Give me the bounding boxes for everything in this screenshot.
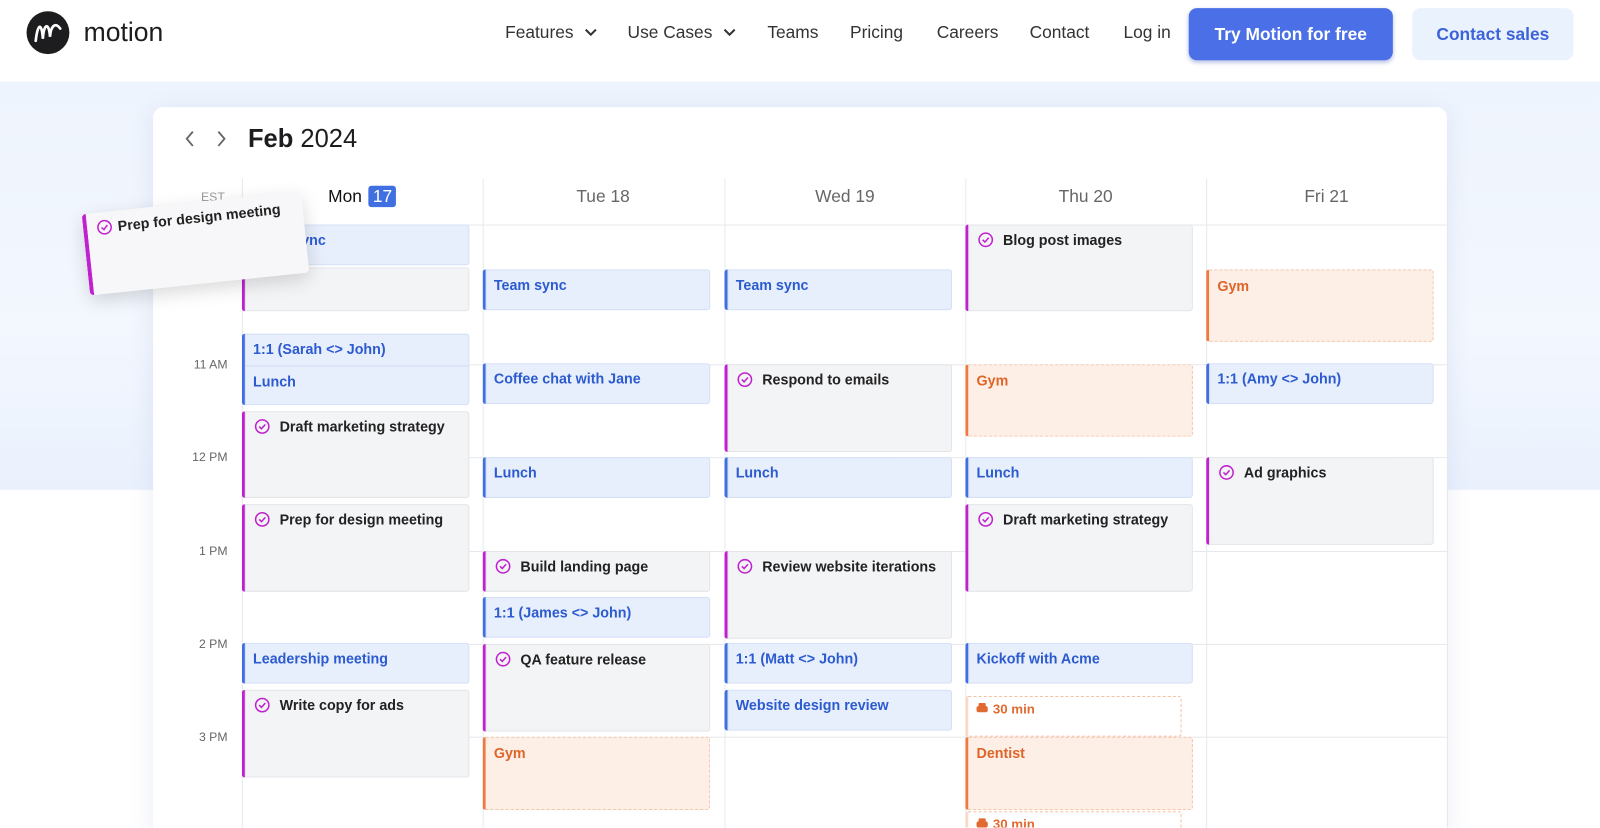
event[interactable]: Coffee chat with Jane xyxy=(482,363,711,405)
check-icon xyxy=(254,511,270,527)
hour-label: 12 PM xyxy=(192,449,228,465)
day-name: Mon xyxy=(328,186,362,207)
event[interactable]: Lunch xyxy=(724,457,953,498)
grid-line xyxy=(724,178,726,828)
day-name: Thu xyxy=(1058,186,1089,207)
event[interactable]: Dentist xyxy=(965,736,1193,811)
month-title: Feb 2024 xyxy=(248,124,357,154)
nav-link[interactable]: Log in xyxy=(1123,22,1171,42)
check-icon xyxy=(254,419,270,434)
hour-label: 3 PM xyxy=(198,729,228,744)
check-icon xyxy=(737,372,753,387)
nav-link[interactable]: Contact xyxy=(1029,22,1090,42)
chevron xyxy=(585,28,597,37)
day-name: Fri xyxy=(1304,186,1325,207)
event[interactable]: Lunch xyxy=(482,457,711,498)
event[interactable]: Prep for design meeting xyxy=(241,504,470,592)
event[interactable]: 1:1 (James <> John) xyxy=(482,596,711,638)
event[interactable]: Blog post images xyxy=(965,224,1193,312)
event[interactable]: Team sync xyxy=(482,269,711,311)
nav-link[interactable]: Teams xyxy=(767,22,819,42)
event[interactable]: Team sync xyxy=(724,269,953,311)
day-header: Fri 21 xyxy=(1206,187,1447,207)
event[interactable]: Website design review xyxy=(724,689,953,731)
grid-line xyxy=(482,178,484,828)
nav-link[interactable]: Features xyxy=(505,22,598,42)
nav-link[interactable]: Careers xyxy=(936,22,999,42)
event[interactable]: Respond to emails xyxy=(724,364,953,453)
event[interactable]: Build landing page xyxy=(482,551,711,592)
day-header: Wed 19 xyxy=(724,187,965,207)
check-icon xyxy=(1219,465,1234,480)
event-title[interactable]: Lunch xyxy=(244,365,470,405)
grid-line xyxy=(965,178,967,828)
cta-primary[interactable]: Try Motion for free xyxy=(1188,8,1393,61)
check-icon xyxy=(495,651,511,667)
event[interactable]: Lunch xyxy=(965,457,1193,498)
event[interactable]: 30 min xyxy=(965,695,1182,737)
hour-label: 1 PM xyxy=(198,543,228,559)
hour-label: 11 AM xyxy=(193,357,228,372)
event[interactable]: Gym xyxy=(482,736,711,811)
event[interactable]: QA feature release xyxy=(482,643,711,732)
month: Feb xyxy=(247,124,294,154)
event[interactable]: Review website iterations xyxy=(724,551,953,639)
grid-line xyxy=(241,224,1447,226)
car-icon xyxy=(976,703,988,713)
day-name: Tue xyxy=(576,186,606,207)
cta-secondary[interactable]: Contact sales xyxy=(1412,8,1574,61)
car-icon xyxy=(976,818,988,828)
brand[interactable]: motion xyxy=(83,16,164,47)
event[interactable]: Leadership meeting xyxy=(241,642,470,684)
day-date: 17 xyxy=(368,185,397,208)
check-icon xyxy=(254,697,270,713)
grid-line xyxy=(241,736,1447,738)
drag-card[interactable]: Prep for design meeting xyxy=(81,191,310,296)
year: 2024 xyxy=(300,124,358,154)
check-icon xyxy=(97,219,112,235)
day-date: 21 xyxy=(1329,186,1349,207)
event[interactable]: 1:1 (Sarah <> John) xyxy=(241,333,470,406)
day-header: Mon 17 xyxy=(242,185,483,208)
day-date: 18 xyxy=(610,186,630,207)
day-header: Thu 20 xyxy=(965,187,1206,207)
chevron xyxy=(723,28,736,37)
event[interactable]: Draft marketing strategy xyxy=(241,411,470,498)
check-icon xyxy=(978,511,994,527)
event[interactable]: 30 min xyxy=(965,811,1182,828)
event[interactable]: Draft marketing strategy xyxy=(965,504,1193,592)
day-date: 20 xyxy=(1093,186,1113,207)
nav-link[interactable]: Pricing xyxy=(849,22,904,42)
event[interactable]: Kickoff with Acme xyxy=(965,642,1193,684)
logo[interactable] xyxy=(26,10,71,55)
hour-label: 2 PM xyxy=(198,636,228,652)
event[interactable]: Gym xyxy=(965,364,1193,437)
day-date: 19 xyxy=(855,186,875,207)
day-name: Wed xyxy=(815,186,851,207)
grid-line xyxy=(1446,178,1448,828)
check-icon xyxy=(737,558,753,574)
day-header: Tue 18 xyxy=(483,187,724,207)
check-icon xyxy=(495,558,511,574)
event[interactable]: Gym xyxy=(1206,269,1434,342)
event[interactable]: Ad graphics xyxy=(1206,457,1434,545)
check-icon xyxy=(978,232,994,248)
event[interactable]: 1:1 (Matt <> John) xyxy=(724,642,953,684)
event[interactable]: Write copy for ads xyxy=(241,689,470,778)
grid-line xyxy=(241,178,243,828)
event[interactable]: 1:1 (Amy <> John) xyxy=(1206,363,1434,405)
nav-arrows[interactable] xyxy=(182,129,233,149)
nav-link[interactable]: Use Cases xyxy=(628,22,737,42)
